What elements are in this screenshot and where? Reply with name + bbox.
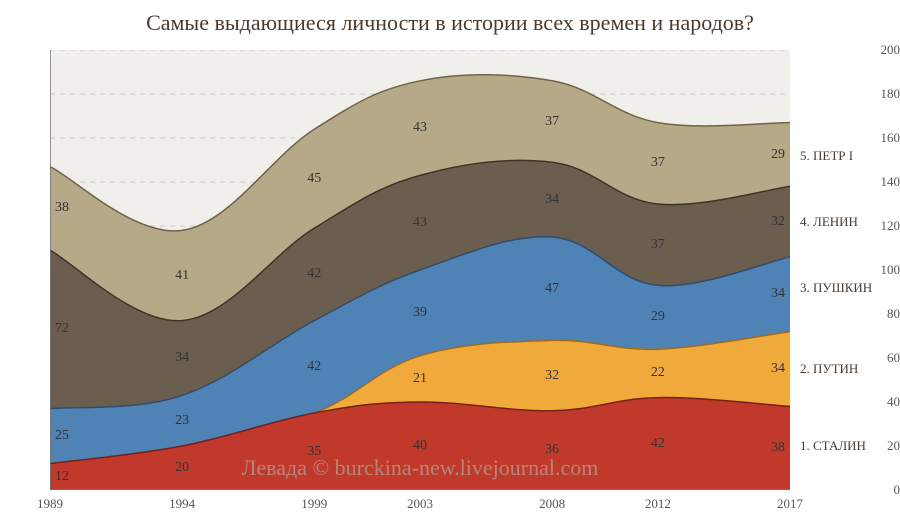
x-tick-label: 2017	[777, 496, 803, 512]
x-tick-label: 2008	[539, 496, 565, 512]
y-tick-label: 0	[858, 482, 900, 498]
y-tick-label: 100	[858, 262, 900, 278]
series-label: 5. ПЕТР I	[800, 148, 853, 164]
x-tick-label: 1999	[301, 496, 327, 512]
y-tick-label: 40	[858, 394, 900, 410]
y-tick-label: 180	[858, 86, 900, 102]
y-tick-label: 80	[858, 306, 900, 322]
y-tick-label: 200	[858, 42, 900, 58]
x-tick-label: 2003	[407, 496, 433, 512]
series-label: 2. ПУТИН	[800, 361, 858, 377]
y-tick-label: 60	[858, 350, 900, 366]
series-label: 4. ЛЕНИН	[800, 214, 858, 230]
x-tick-label: 1994	[169, 496, 195, 512]
series-label: 3. ПУШКИН	[800, 280, 872, 296]
chart-title: Самые выдающиеся личности в истории всех…	[0, 10, 900, 36]
chart-container: Самые выдающиеся личности в истории всех…	[0, 0, 900, 516]
x-tick-label: 2012	[645, 496, 671, 512]
y-tick-label: 120	[858, 218, 900, 234]
chart-svg	[50, 50, 790, 490]
series-label: 1. СТАЛИН	[800, 438, 866, 454]
y-tick-label: 160	[858, 130, 900, 146]
x-tick-label: 1989	[37, 496, 63, 512]
plot-area	[50, 50, 790, 490]
y-tick-label: 140	[858, 174, 900, 190]
